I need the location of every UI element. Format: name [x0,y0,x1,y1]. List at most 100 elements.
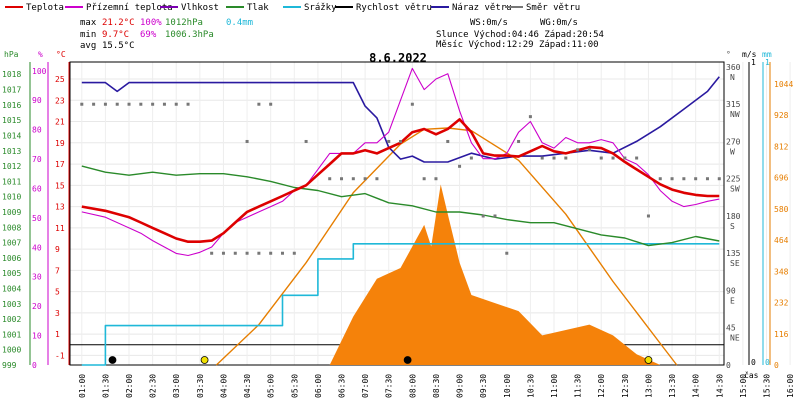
stat-max-rain: 0.4mm [226,18,253,28]
hpa-tick-0: 999 [2,361,17,370]
hpa-tick-14: 1013 [2,147,21,156]
celsius-tick-4: 7 [55,266,60,275]
sun-circle-marker-1 [200,356,209,364]
hpa-tick-19: 1018 [2,70,21,79]
x-tick-19: 10:30 [526,374,535,398]
direction-tick-3: SE [730,259,740,268]
hpa-tick-15: 1014 [2,131,21,140]
hpa-tick-2: 1001 [2,330,21,339]
hpa-tick-18: 1017 [2,86,21,95]
x-tick-13: 07:30 [385,374,394,398]
celsius-tick-9: 17 [55,160,65,169]
wind-dir-point-24 [351,177,355,181]
celsius-tick-7: 13 [55,203,65,212]
wind-dir-point-4 [127,102,131,106]
x-tick-17: 09:30 [479,374,488,398]
wind-dir-point-7 [162,102,166,106]
degrees-tick-4: 180 [726,212,741,221]
wind-dir-point-53 [694,177,698,181]
stat-moon: Měsíc Východ:12:29 Západ:11:00 [436,40,599,50]
x-tick-29: 15:30 [762,374,771,398]
x-tick-14: 08:00 [408,374,417,398]
wind-dir-point-14 [257,251,261,255]
stat-max-press: 1012hPa [165,18,203,28]
direction-tick-7: NW [730,110,740,119]
direction-tick-2: E [730,296,735,305]
wind-dir-point-11 [221,251,225,255]
stat-max-label: max [80,18,97,28]
x-tick-27: 14:30 [715,374,724,398]
wind-dir-point-13 [245,251,249,255]
hpa-axis-label: hPa [4,50,19,59]
wind-dir-point-55 [717,177,721,181]
wind-dir-point-51 [670,177,674,181]
grid [70,62,791,365]
wind-dir-point-20 [245,139,249,143]
wm2-tick-7: 812 [774,142,789,151]
degrees-tick-0: 0 [726,361,731,370]
stat-min-press: 1006.3hPa [165,30,214,40]
stat-min-hum: 69% [140,30,157,40]
stat-max-hum: 100% [140,18,162,28]
wind-dir-point-50 [658,177,662,181]
stat-sun: Slunce Východ:04:46 Západ:20:54 [436,30,604,40]
mm-tick-1: 1 [765,58,770,67]
wm2-tick-0: 0 [774,361,779,370]
wm2-tick-2: 232 [774,299,789,308]
wm2-tick-8: 928 [774,111,789,120]
wind-dir-point-2 [103,102,107,106]
degrees-tick-2: 90 [726,286,736,295]
hpa-tick-5: 1004 [2,284,21,293]
degrees-tick-1: 45 [726,324,736,333]
wind-dir-point-6 [151,102,155,106]
x-tick-16: 09:00 [456,374,465,398]
wind-dir-point-42 [564,156,568,160]
direction-tick-5: SW [730,185,740,194]
wind-dir-point-38 [517,139,521,143]
wind-dir-point-23 [340,177,344,181]
wind-dir-point-44 [587,148,591,152]
x-tick-5: 03:30 [196,374,205,398]
wind-dir-point-26 [375,177,379,181]
wind-dir-point-22 [328,177,332,181]
x-tick-18: 10:00 [503,374,512,398]
x-tick-6: 04:00 [219,374,228,398]
legend-label-2: Vlhkost [181,3,219,13]
degrees-tick-6: 270 [726,137,741,146]
wind-dir-point-19 [269,102,273,106]
x-tick-11: 06:30 [338,374,347,398]
celsius-tick-8: 15 [55,181,65,190]
wind-dir-point-41 [552,156,556,160]
hpa-tick-3: 1002 [2,315,21,324]
wind-dir-point-27 [387,139,391,143]
hpa-tick-6: 1005 [2,269,21,278]
celsius-tick-2: 3 [55,309,60,318]
mm-axis-label: mm [762,50,772,59]
wind-dir-point-18 [257,102,261,106]
celsius-tick-0: -1 [55,351,65,360]
wind-dir-point-12 [233,251,237,255]
chart-title: 8.6.2022 [369,51,427,65]
stat-wg: WG:0m/s [540,18,578,28]
celsius-tick-11: 21 [55,118,65,127]
wm2-tick-4: 464 [774,236,789,245]
mm-tick-0: 0 [765,358,770,367]
x-tick-0: 01:00 [78,374,87,398]
hpa-tick-13: 1012 [2,162,21,171]
x-axis: 01:00 01:30 02:00 02:30 03:00 03:30 04:00 04:30… [78,374,795,398]
x-tick-21: 11:30 [574,374,583,398]
stat-max-temp: 21.2°C [102,18,135,28]
percent-tick-2: 20 [32,302,42,311]
x-tick-7: 04:30 [243,374,252,398]
sun-circle-marker-0 [108,356,117,364]
percent-tick-8: 80 [32,126,42,135]
wind-dir-point-40 [540,156,544,160]
hpa-tick-8: 1007 [2,239,21,248]
x-tick-20: 11:00 [550,374,559,398]
wind-dir-point-37 [505,251,509,255]
wind-dir-point-47 [623,156,627,160]
wind-dir-point-48 [635,156,639,160]
wind-dir-point-43 [576,148,580,152]
stat-avg-label: avg [80,41,96,51]
